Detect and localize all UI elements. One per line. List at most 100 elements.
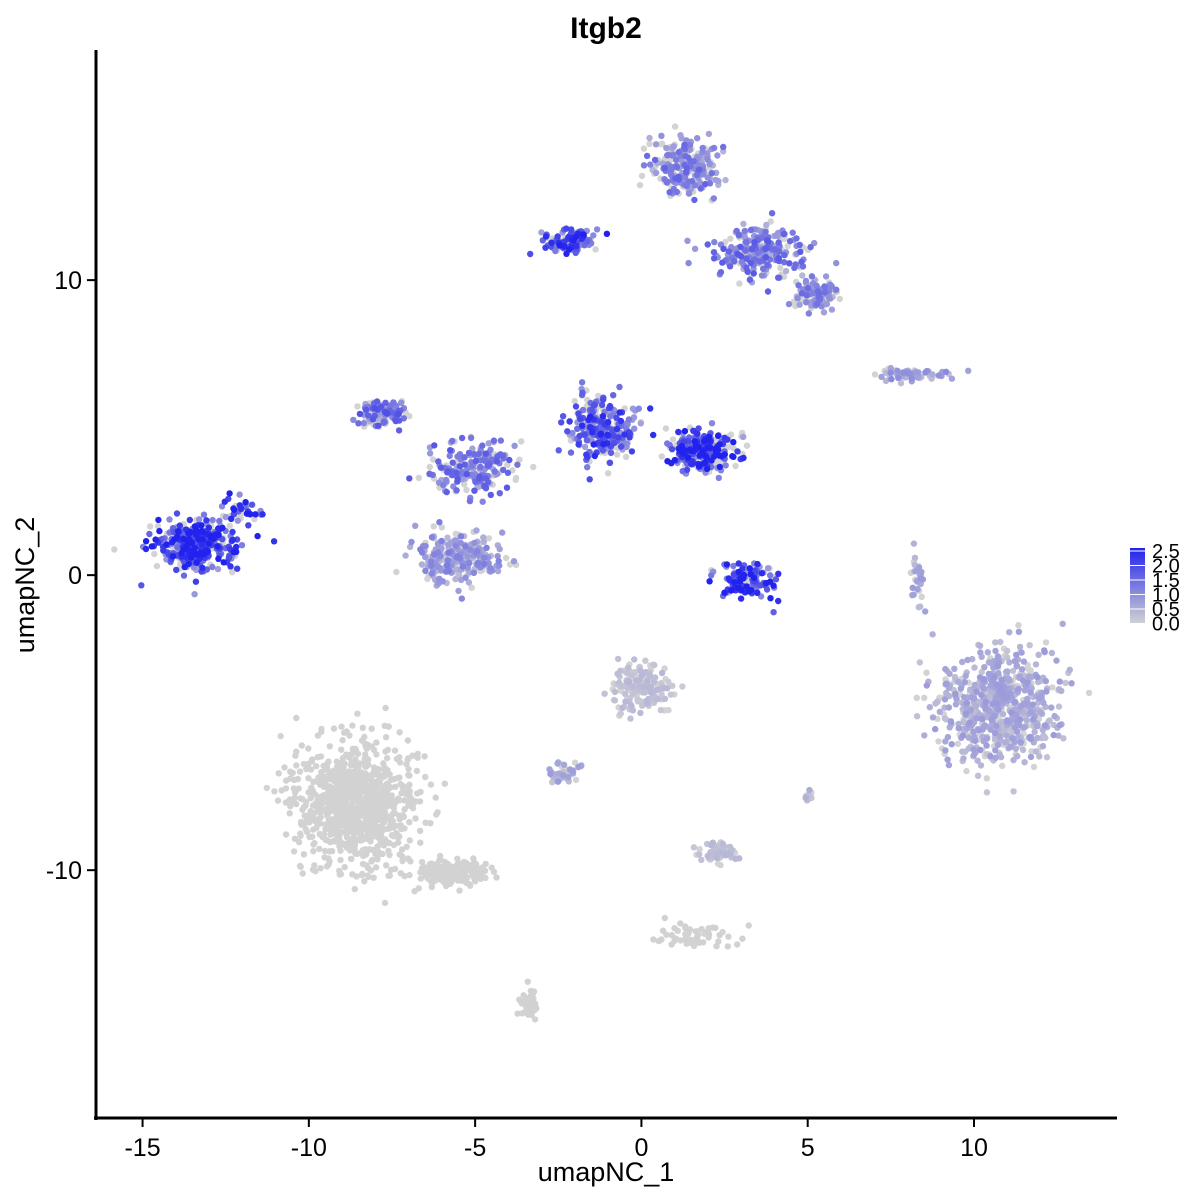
data-point — [1010, 756, 1017, 764]
data-point — [233, 543, 240, 551]
data-point — [738, 586, 745, 594]
data-point — [362, 406, 370, 413]
data-point — [662, 425, 670, 432]
data-point — [228, 515, 235, 522]
data-point — [487, 565, 494, 572]
data-point — [339, 816, 347, 823]
data-point — [383, 780, 391, 787]
data-point — [792, 261, 799, 268]
data-point — [142, 545, 150, 553]
data-point — [994, 653, 1002, 660]
data-point — [443, 488, 450, 496]
data-point — [694, 430, 701, 437]
data-point — [1015, 622, 1022, 629]
data-point — [716, 931, 723, 939]
data-point — [640, 162, 648, 169]
data-point — [583, 437, 591, 444]
data-point — [531, 1016, 539, 1023]
data-point — [1025, 673, 1033, 680]
data-point — [375, 797, 382, 805]
data-point — [935, 372, 942, 379]
data-point — [668, 941, 675, 948]
x-axis-ticks: -15 -10 -5 0 5 10 — [124, 1118, 988, 1162]
data-point — [684, 935, 691, 942]
data-point — [1050, 731, 1057, 739]
data-point — [776, 248, 783, 255]
data-point — [942, 665, 949, 673]
data-point — [493, 458, 501, 465]
data-point — [470, 864, 478, 871]
data-point — [154, 523, 162, 530]
data-point — [586, 424, 594, 431]
data-point — [768, 210, 776, 217]
data-point — [173, 566, 180, 574]
data-point — [580, 231, 587, 238]
data-point — [426, 450, 434, 457]
data-point — [290, 848, 298, 855]
data-point — [538, 229, 545, 236]
data-point — [215, 531, 222, 538]
data-point — [611, 697, 619, 704]
data-point — [173, 510, 181, 517]
data-point — [995, 670, 1002, 677]
data-point — [393, 755, 401, 763]
data-point — [720, 245, 727, 253]
data-point — [685, 454, 692, 461]
data-point — [692, 442, 699, 450]
data-point — [575, 441, 582, 448]
data-point — [1003, 654, 1011, 661]
data-point — [563, 250, 570, 257]
data-point — [887, 364, 894, 372]
data-point — [713, 943, 720, 950]
data-point — [704, 156, 711, 163]
data-point — [405, 765, 412, 773]
data-point — [813, 282, 820, 289]
data-point — [473, 527, 480, 534]
data-point — [822, 273, 830, 280]
data-point — [936, 708, 943, 715]
data-point — [416, 827, 424, 835]
data-point — [780, 230, 787, 238]
data-point — [959, 658, 966, 666]
data-point — [344, 826, 352, 833]
data-point — [1027, 753, 1035, 761]
data-point — [671, 123, 679, 130]
data-point — [595, 392, 602, 400]
data-point — [382, 704, 389, 712]
data-point — [393, 568, 400, 576]
data-point — [1006, 629, 1013, 636]
data-point — [922, 608, 929, 615]
data-point — [714, 446, 722, 453]
data-point — [422, 542, 429, 550]
data-point — [482, 874, 489, 882]
legend-tick-label: 1.5 — [1152, 570, 1180, 592]
data-point — [457, 539, 465, 547]
data-point — [512, 476, 519, 483]
data-point — [1009, 667, 1017, 675]
data-point — [270, 538, 278, 545]
data-point — [436, 875, 443, 883]
data-point — [323, 863, 331, 870]
data-point — [1029, 701, 1037, 708]
data-point — [678, 442, 686, 450]
data-point — [658, 132, 665, 139]
data-point — [479, 498, 486, 505]
data-point — [362, 851, 370, 858]
data-point — [326, 743, 333, 750]
data-point — [328, 768, 335, 775]
data-point — [478, 868, 485, 875]
data-point — [1031, 728, 1038, 736]
data-point — [679, 449, 687, 457]
data-point — [452, 863, 459, 870]
data-point — [625, 416, 633, 423]
data-point — [1053, 657, 1060, 664]
data-point — [1016, 643, 1024, 651]
data-point — [394, 797, 401, 804]
data-point — [917, 603, 924, 610]
data-point — [415, 474, 422, 482]
data-point — [379, 850, 386, 858]
data-point — [341, 840, 348, 848]
data-point — [325, 802, 333, 810]
data-point — [775, 570, 782, 577]
data-point — [704, 852, 711, 860]
